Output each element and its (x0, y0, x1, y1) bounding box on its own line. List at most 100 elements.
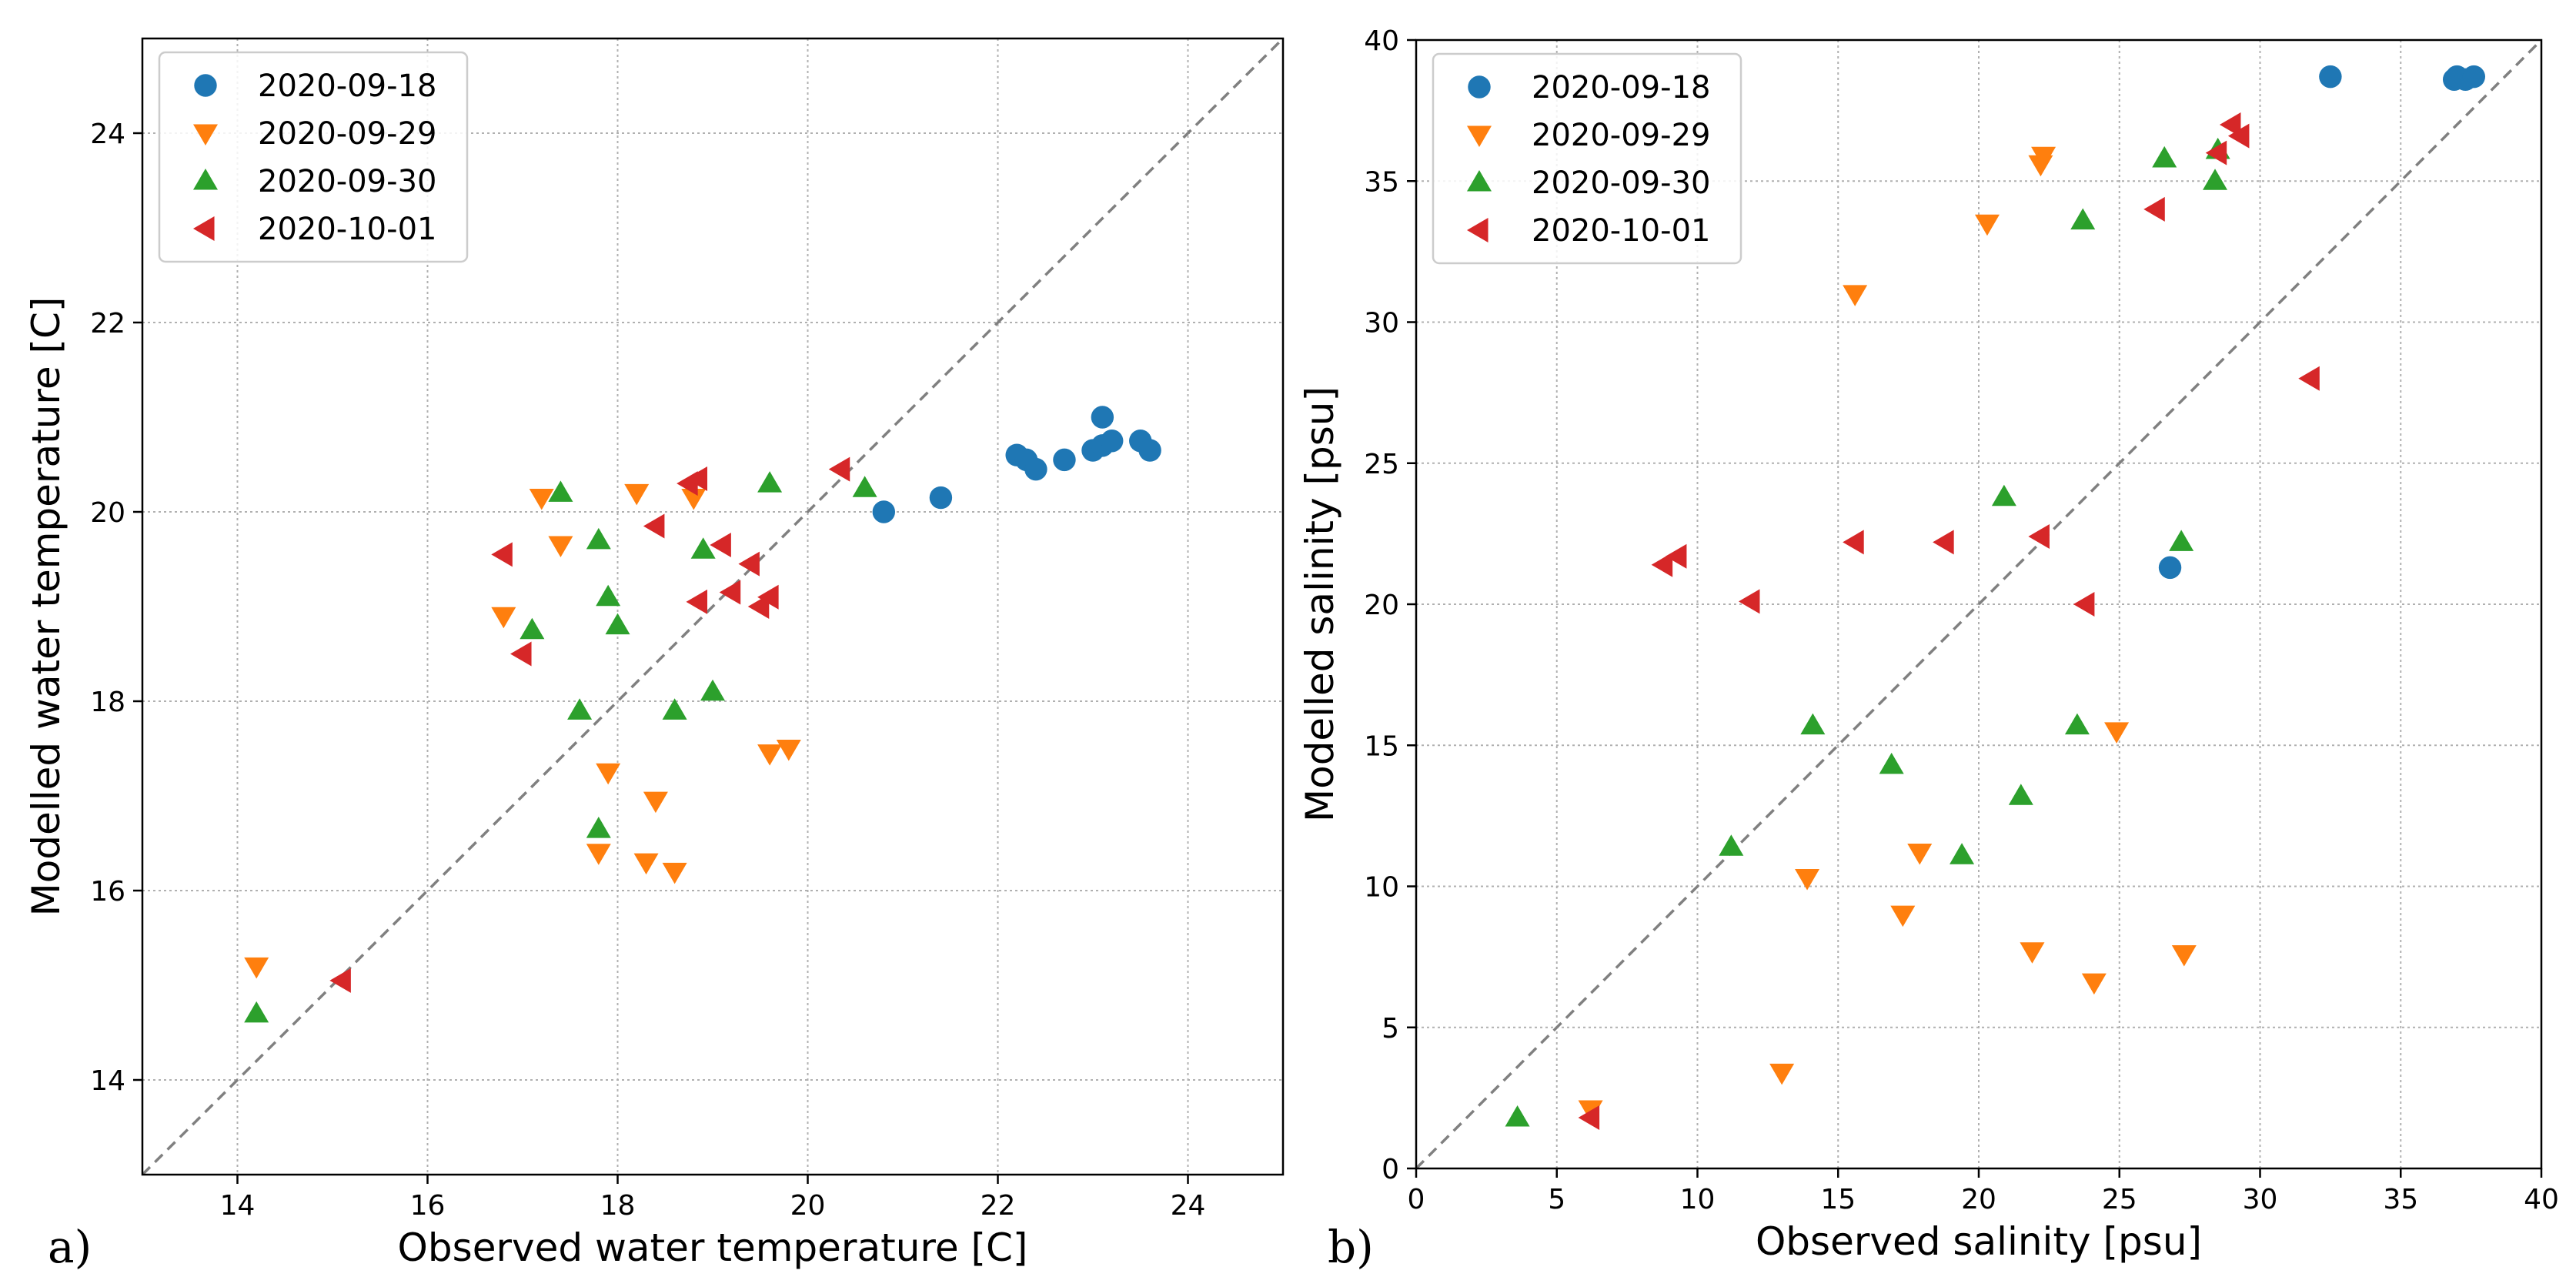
x-tick-label: 14 (220, 1190, 256, 1222)
y-tick-label: 22 (90, 308, 125, 339)
data-point (633, 853, 659, 875)
data-point (757, 471, 783, 493)
data-point (1950, 843, 1975, 864)
x-axis-label: Observed water temperature [C] (398, 1225, 1028, 1270)
legend: 2020-09-18 2020-09-29 2020-09-30 2020-10-01 (158, 51, 469, 263)
legend-label: 2020-09-18 (258, 69, 436, 104)
x-tick-label: 35 (2383, 1184, 2418, 1215)
data-point (2319, 65, 2342, 89)
data-point (586, 817, 611, 838)
data-point (828, 456, 850, 482)
data-point (1991, 484, 2016, 506)
data-point (681, 489, 707, 510)
data-point (520, 617, 545, 640)
data-point (719, 580, 741, 605)
data-point (2152, 145, 2177, 168)
data-point (1800, 713, 1826, 735)
data-point (2104, 722, 2130, 744)
data-point (757, 584, 779, 610)
data-point (2143, 196, 2165, 222)
data-point (1138, 439, 1161, 462)
data-point (596, 584, 621, 607)
legend-marker (1467, 218, 1488, 242)
data-point (1933, 530, 1954, 555)
legend-label: 2020-09-18 (1532, 70, 1710, 105)
data-point (2203, 169, 2228, 190)
y-tick-label: 16 (90, 876, 125, 908)
data-point (596, 763, 621, 785)
data-point (244, 1001, 269, 1023)
x-tick-label: 0 (1408, 1184, 1425, 1215)
data-point (929, 486, 953, 510)
data-point (2171, 944, 2197, 967)
x-tick-label: 24 (1171, 1190, 1206, 1222)
x-tick-label: 5 (1548, 1184, 1565, 1215)
data-point (329, 968, 351, 993)
data-point (2205, 140, 2227, 165)
data-point (2064, 713, 2090, 735)
data-point (1665, 543, 1687, 569)
legend-box (1432, 52, 1742, 265)
data-point (2073, 592, 2095, 617)
legend-box (158, 51, 469, 263)
data-point (2008, 784, 2033, 805)
data-point (2219, 112, 2241, 137)
legend-label: 2020-10-01 (258, 212, 436, 247)
data-point (1578, 1105, 1600, 1131)
data-point (1769, 1063, 1795, 1085)
data-point (686, 589, 707, 614)
data-point (2020, 942, 2045, 964)
y-axis-label: Modelled water temperature [C] (24, 297, 68, 917)
data-point (2081, 973, 2107, 995)
data-point (1879, 752, 1904, 774)
x-tick-label: 10 (1680, 1184, 1716, 1215)
data-point (605, 613, 630, 635)
data-point (567, 698, 593, 720)
data-point (690, 537, 716, 559)
y-axis-label: Modelled salinity [psu] (1298, 386, 1342, 822)
data-point (662, 698, 687, 720)
data-point (510, 641, 532, 667)
x-tick-label: 15 (1820, 1184, 1856, 1215)
legend-marker (194, 74, 217, 97)
x-axis-label: Observed salinity [psu] (1756, 1219, 2202, 1264)
panel-letter: b) (1328, 1221, 1374, 1273)
data-point (1024, 457, 1047, 481)
x-tick-label: 25 (2102, 1184, 2137, 1215)
data-point (2169, 530, 2194, 551)
data-point (2227, 123, 2250, 149)
data-point (1738, 589, 1760, 614)
data-point (776, 739, 801, 761)
legend-label: 2020-09-29 (258, 116, 436, 152)
data-point (491, 607, 516, 629)
legend-label: 2020-09-29 (1532, 118, 1710, 153)
data-point (2158, 556, 2182, 580)
y-tick-label: 20 (1364, 590, 1399, 621)
legend-marker (193, 124, 218, 145)
data-point (2028, 524, 2050, 550)
data-point (1890, 905, 1916, 928)
data-point (548, 536, 573, 558)
y-tick-label: 40 (1364, 25, 1399, 57)
data-point (710, 533, 731, 558)
y-tick-label: 24 (90, 119, 125, 150)
y-tick-label: 14 (90, 1065, 125, 1097)
x-tick-label: 30 (2243, 1184, 2278, 1215)
y-tick-label: 10 (1364, 872, 1399, 904)
y-tick-label: 0 (1382, 1154, 1399, 1185)
x-tick-label: 16 (410, 1190, 446, 1222)
data-point (1795, 868, 1820, 891)
data-point (1843, 285, 1868, 306)
legend-label: 2020-10-01 (1532, 213, 1710, 249)
data-point (700, 679, 725, 701)
legend: 2020-09-18 2020-09-29 2020-09-30 2020-10-01 (1432, 52, 1742, 265)
data-point (738, 551, 760, 577)
legend-marker (1467, 125, 1492, 147)
legend-marker (193, 169, 218, 190)
x-tick-label: 40 (2524, 1184, 2559, 1215)
data-point (529, 489, 554, 510)
one-to-one-reference-line (142, 38, 1283, 1175)
data-point (244, 957, 269, 979)
data-point (662, 862, 687, 884)
data-point (1843, 530, 1864, 555)
